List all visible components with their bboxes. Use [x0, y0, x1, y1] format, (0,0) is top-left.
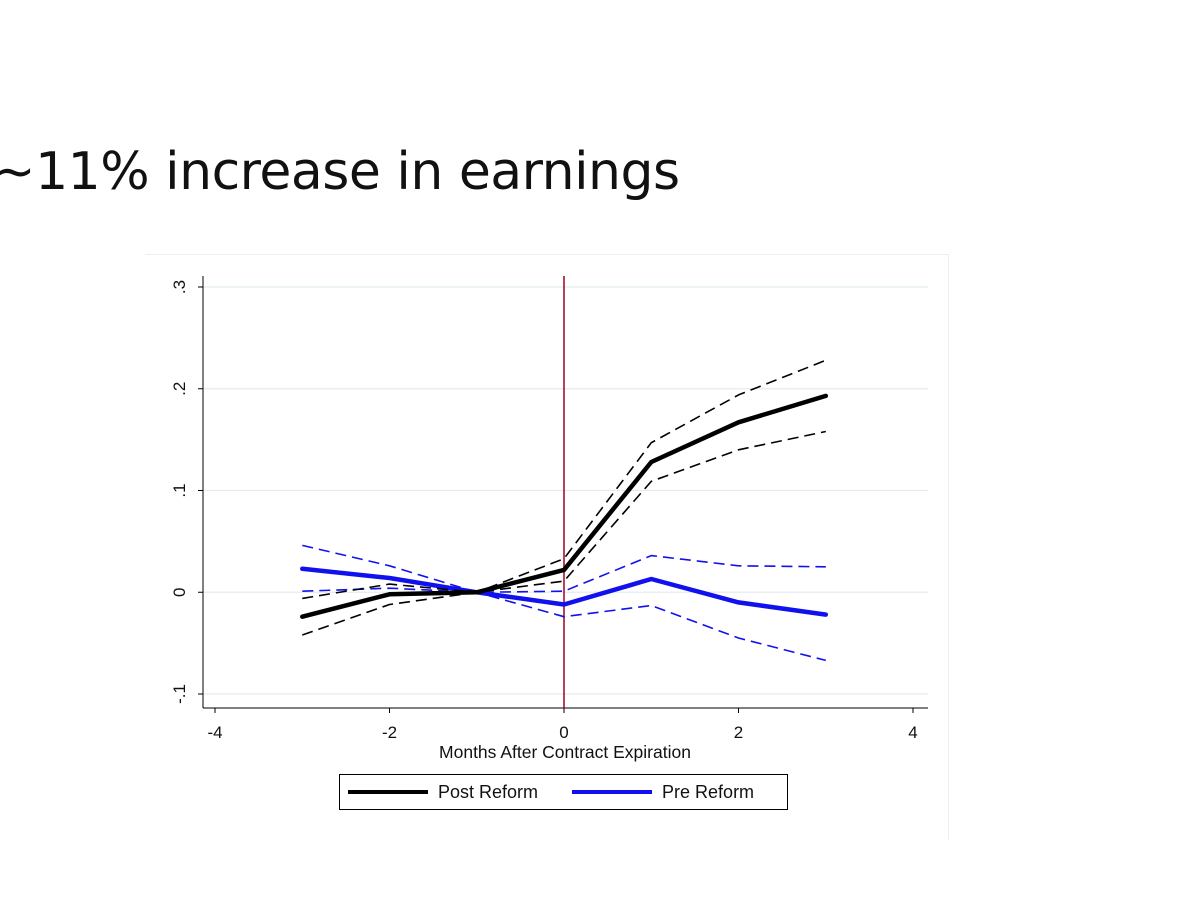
x-axis-title: Months After Contract Expiration: [439, 742, 691, 762]
chart-legend: Post Reform Pre Reform: [339, 774, 788, 810]
y-tick-label-3: .2: [170, 382, 189, 396]
legend-label-post-reform: Post Reform: [438, 781, 539, 802]
ci-lower-post-reform: [302, 430, 826, 636]
y-tick-label-0: -.1: [170, 684, 189, 704]
ci-lower-pre-reform: [302, 587, 826, 662]
legend-item-pre-reform: Pre Reform: [572, 782, 754, 803]
chart-panel: [145, 254, 949, 840]
slide-title: ~11% increase in earnings: [0, 142, 680, 202]
legend-item-post-reform: Post Reform: [348, 782, 538, 803]
y-tick-label-4: .3: [170, 280, 189, 294]
legend-swatch-pre-reform: [572, 790, 653, 794]
legend-swatch-post-reform: [348, 790, 428, 794]
x-tick-label-4: 4: [908, 723, 917, 742]
y-tick-label-2: .1: [170, 483, 189, 497]
ci-upper-pre-reform: [302, 544, 826, 594]
series-line-post-reform: [300, 393, 829, 619]
ci-upper-post-reform: [302, 359, 827, 600]
legend-label-pre-reform: Pre Reform: [662, 781, 755, 802]
x-tick-label-1: -2: [382, 723, 397, 742]
x-tick-label-3: 2: [734, 723, 743, 742]
series-line-pre-reform: [300, 566, 829, 617]
x-tick-label-0: -4: [207, 723, 222, 742]
y-tick-label-1: 0: [170, 588, 189, 597]
x-tick-label-2: 0: [559, 723, 568, 742]
